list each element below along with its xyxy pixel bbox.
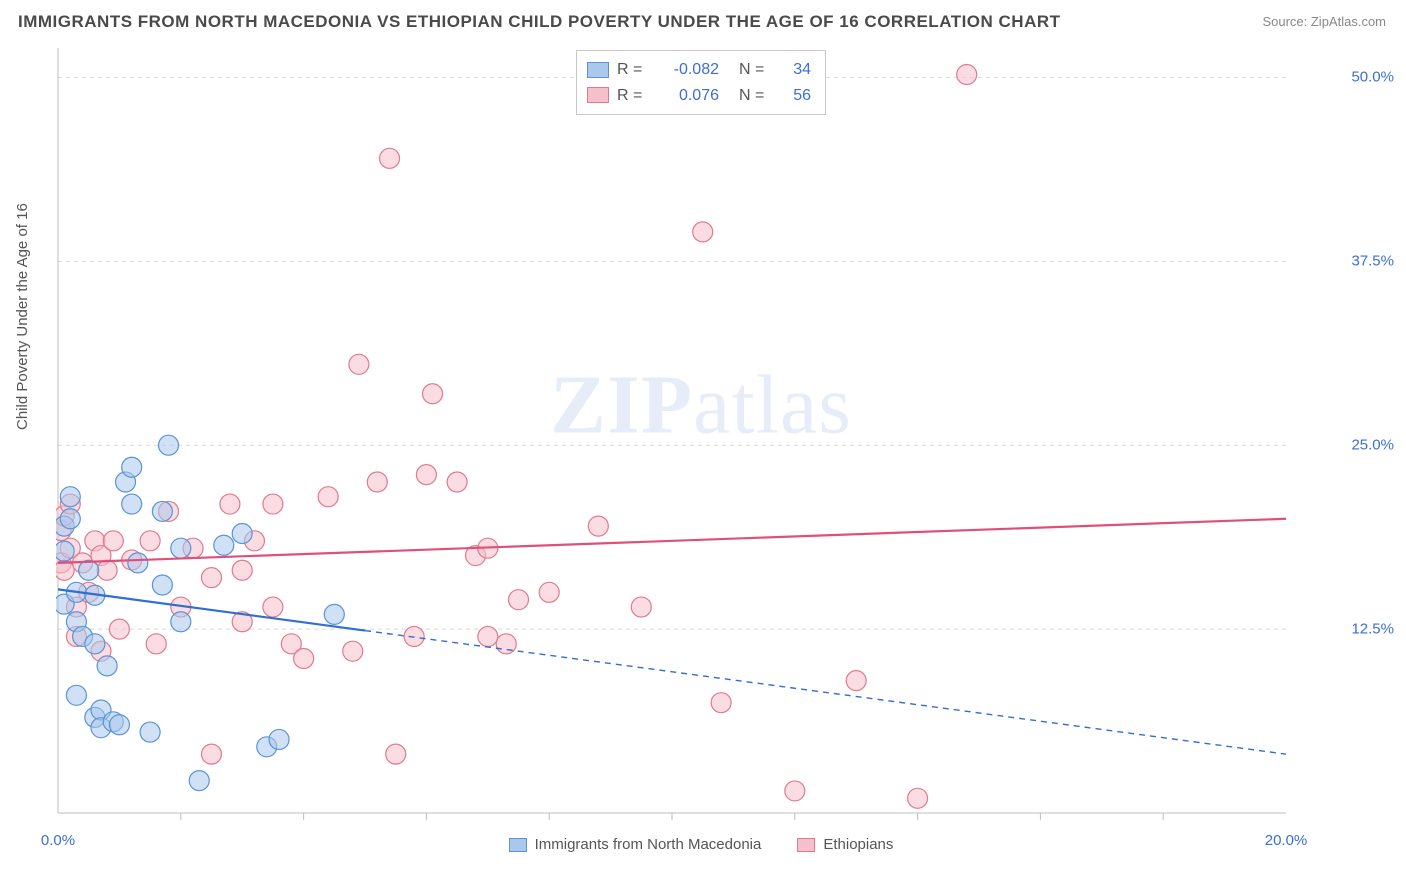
n-label: N =	[739, 57, 775, 83]
n-label: N =	[739, 83, 775, 109]
legend-swatch	[587, 87, 609, 103]
r-label: R =	[617, 57, 653, 83]
y-tick-label: 37.5%	[1351, 253, 1394, 270]
y-axis-label: Child Poverty Under the Age of 16	[14, 203, 31, 430]
y-tick-label: 25.0%	[1351, 437, 1394, 454]
legend-label: Ethiopians	[823, 836, 893, 853]
scatter-plot	[56, 48, 1346, 823]
x-tick-label: 20.0%	[1265, 832, 1308, 849]
legend-swatch	[797, 838, 815, 852]
chart-title: IMMIGRANTS FROM NORTH MACEDONIA VS ETHIO…	[18, 12, 1061, 32]
x-tick-label: 0.0%	[41, 832, 75, 849]
legend-label: Immigrants from North Macedonia	[535, 836, 762, 853]
legend-row: R = 0.076 N = 56	[587, 83, 811, 109]
legend-swatch	[509, 838, 527, 852]
r-value: 0.076	[661, 83, 719, 109]
legend-item: Ethiopians	[797, 836, 893, 853]
y-tick-label: 50.0%	[1351, 69, 1394, 86]
series-legend: Immigrants from North Macedonia Ethiopian…	[56, 836, 1346, 853]
legend-row: R = -0.082 N = 34	[587, 57, 811, 83]
legend-item: Immigrants from North Macedonia	[509, 836, 762, 853]
correlation-legend: R = -0.082 N = 34 R = 0.076 N = 56	[576, 50, 826, 115]
r-value: -0.082	[661, 57, 719, 83]
y-tick-label: 12.5%	[1351, 621, 1394, 638]
chart-area: ZIPatlas R =-0.082N =34R =0.076N =56 Imm…	[56, 48, 1346, 823]
source-label: Source: ZipAtlas.com	[1262, 14, 1386, 29]
r-label: R =	[617, 83, 653, 109]
n-value: 34	[783, 57, 811, 83]
n-value: 56	[783, 83, 811, 109]
legend-swatch	[587, 62, 609, 78]
